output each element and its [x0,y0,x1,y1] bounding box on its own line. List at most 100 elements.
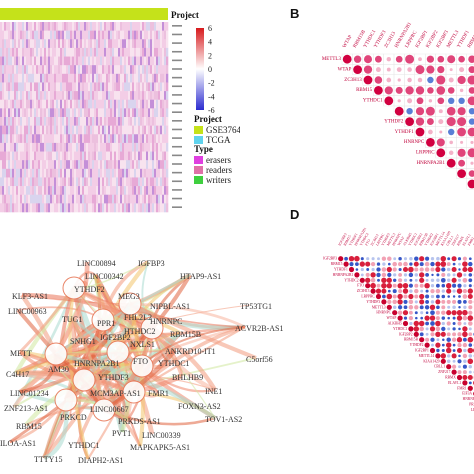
heatmap-cell [96,117,99,126]
heatmap-cell [104,142,107,152]
heatmap-cell [82,73,85,83]
heatmap-cell [22,125,25,135]
heatmap-cell [58,177,61,187]
heatmap-cell [0,203,3,213]
heatmap-cell [4,108,7,118]
d-column-label: YTHDC1 [408,232,419,246]
heatmap-cell [110,91,113,101]
d-correlation-circle [409,278,413,282]
heatmap-cell [120,56,123,66]
b-correlation-circle [426,65,435,74]
heatmap-cell [94,91,97,101]
heatmap-cell [84,65,87,75]
heatmap-cell [104,194,107,204]
heatmap-cell [102,177,105,187]
heatmap-cell [44,39,47,49]
heatmap-cell [110,168,113,178]
heatmap-cell [140,99,143,109]
heatmap-cell [128,91,131,101]
heatmap-cell [58,151,61,161]
heatmap-cell [142,117,145,126]
heatmap-cell [42,186,45,196]
heatmap-cell [90,99,93,109]
heatmap-cell [4,177,7,187]
heatmap-cell [162,125,165,135]
heatmap-cell [140,134,143,144]
d-correlation-circle [425,273,429,277]
heatmap-cell [110,194,113,204]
heatmap-cell [26,82,29,92]
heatmap-cell [156,160,159,170]
heatmap-cell [80,142,83,152]
heatmap-cell [72,194,75,204]
legend-swatch [194,156,203,164]
heatmap-cell [34,39,37,49]
heatmap-cell [38,194,41,204]
heatmap-cell [40,160,43,170]
heatmap-cell [32,168,35,178]
heatmap-cell [154,22,157,31]
heatmap-cell [26,30,29,40]
heatmap-cell [164,82,167,92]
heatmap-cell [102,22,105,31]
heatmap-cell [70,56,73,66]
heatmap-cell [32,56,35,66]
heatmap-cell [40,134,43,144]
heatmap-cell [124,39,127,49]
heatmap-cell [154,91,157,101]
heatmap-cell [54,134,57,144]
d-correlation-circle [441,289,445,293]
heatmap-cell [86,56,89,66]
heatmap-cell [42,177,45,187]
heatmap-cell [38,30,41,40]
heatmap-cell [80,203,83,213]
d-correlation-circle [452,262,456,266]
d-correlation-circle [430,257,435,261]
heatmap-cell [40,82,43,92]
heatmap-cell [106,56,109,66]
d-row-label: IGF2BP1 [415,349,429,353]
heatmap-cell [2,99,5,109]
heatmap-cell [160,22,163,31]
network-node-label: PVT1 [112,429,131,438]
heatmap-cell [100,125,103,135]
d-correlation-circle [387,256,392,261]
heatmap-cell [162,160,165,170]
heatmap-cell [120,186,123,196]
heatmap-cell [86,73,89,83]
heatmap-cell [102,30,105,40]
heatmap-cell [70,73,73,83]
heatmap-cell [34,160,37,170]
heatmap-cell [92,56,95,66]
heatmap-cell [92,125,95,135]
heatmap-cell [134,56,137,66]
heatmap-cell [134,177,137,187]
heatmap-cell [136,99,139,109]
b-correlation-circle [437,66,445,74]
b-correlation-circle [446,158,456,168]
d-correlation-circle [392,310,398,316]
d-correlation-circle [377,257,380,261]
d-correlation-circle [442,338,445,341]
network-node-label: LINC01234 [10,389,49,398]
heatmap-cell [108,194,111,204]
heatmap-cell [54,22,57,31]
heatmap-cell [124,22,127,31]
heatmap-cell [120,125,123,135]
heatmap-cell [162,151,165,161]
heatmap-cell [108,151,111,161]
heatmap-cell [164,151,167,161]
heatmap-cell [8,194,11,204]
heatmap-cell [16,168,19,178]
heatmap-cell [108,108,111,118]
heatmap-cell [124,108,127,118]
heatmap-cell [22,108,25,118]
d-correlation-circle [381,256,387,261]
d-correlation-circle [446,273,451,277]
heatmap-cell [4,99,7,109]
heatmap-cell [76,186,79,196]
heatmap-cell [114,142,117,152]
heatmap-cell [160,177,163,187]
heatmap-cell [90,186,93,196]
